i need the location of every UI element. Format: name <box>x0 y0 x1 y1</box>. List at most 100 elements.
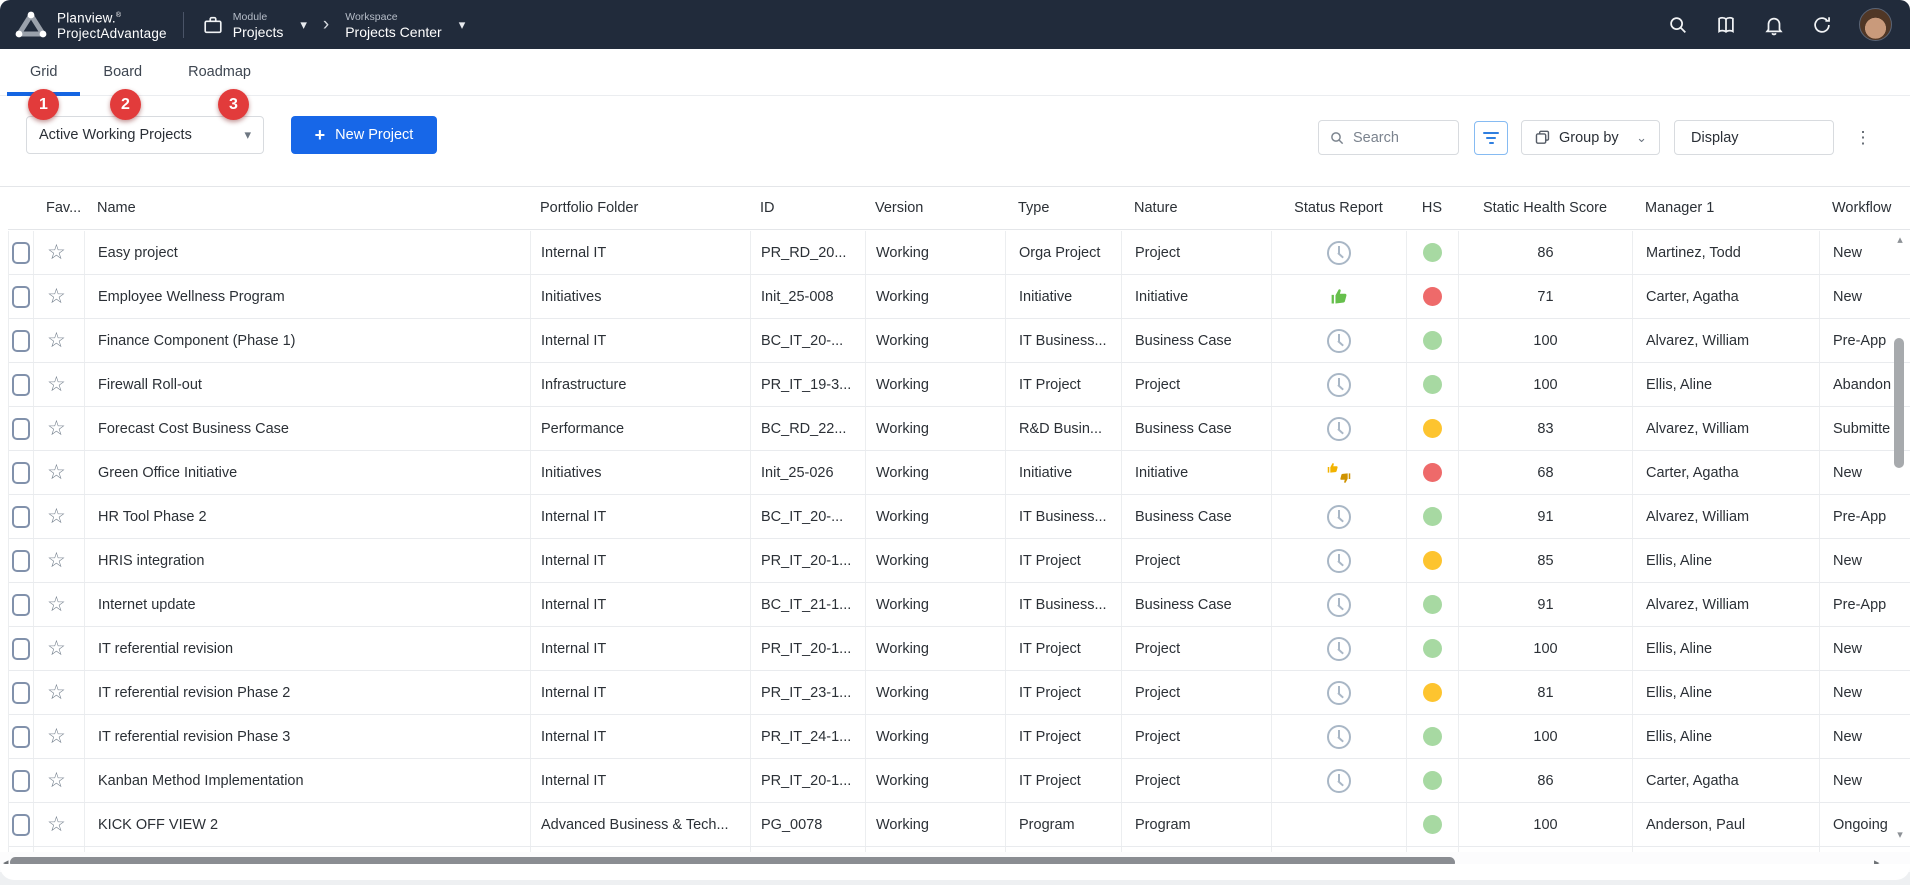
table-row[interactable]: ☆ IT referential revision Internal IT PR… <box>9 627 1910 671</box>
display-button[interactable]: Display <box>1674 120 1834 155</box>
row-checkbox[interactable] <box>12 373 30 396</box>
favorite-star-icon[interactable]: ☆ <box>47 549 66 572</box>
row-checkbox[interactable] <box>12 681 30 704</box>
project-name-link[interactable]: Internet update <box>85 583 531 626</box>
favorite-star-icon[interactable]: ☆ <box>47 637 66 660</box>
project-name-link[interactable]: KICK OFF VIEW 2 <box>85 803 531 846</box>
status-report-cell <box>1272 231 1407 274</box>
favorite-star-icon[interactable]: ☆ <box>47 417 66 440</box>
row-checkbox[interactable] <box>12 417 30 440</box>
table-row[interactable]: ☆ HRIS integration Internal IT PR_IT_20-… <box>9 539 1910 583</box>
table-row[interactable]: ☆ Finance Component (Phase 1) Internal I… <box>9 319 1910 363</box>
user-avatar[interactable] <box>1859 8 1892 41</box>
project-name-link[interactable]: Easy project <box>85 231 531 274</box>
planview-logo[interactable]: Planview.® ProjectAdvantage <box>0 8 167 41</box>
row-checkbox[interactable] <box>12 505 30 528</box>
project-name-link[interactable]: IT referential revision Phase 3 <box>85 715 531 758</box>
table-row[interactable]: ☆ Forecast Cost Business Case Performanc… <box>9 407 1910 451</box>
project-name-link[interactable]: Employee Wellness Program <box>85 275 531 318</box>
help-book-icon[interactable] <box>1715 14 1737 36</box>
favorite-star-icon[interactable]: ☆ <box>47 725 66 748</box>
static-health-score-cell: 100 <box>1459 627 1633 670</box>
group-by-button[interactable]: Group by ⌄ <box>1521 120 1660 155</box>
project-name-link[interactable]: IT referential revision <box>85 627 531 670</box>
project-name-link[interactable]: Green Office Initiative <box>85 451 531 494</box>
favorite-star-icon[interactable]: ☆ <box>47 593 66 616</box>
column-header-nature[interactable]: Nature <box>1134 200 1178 216</box>
table-row[interactable]: ☆ Employee Wellness Program Initiatives … <box>9 275 1910 319</box>
view-filter-select[interactable]: Active Working Projects ▾ <box>26 116 264 154</box>
table-row[interactable]: ☆ Easy project Internal IT PR_RD_20... W… <box>9 231 1910 275</box>
vertical-scroll-down-arrow[interactable]: ▾ <box>1897 829 1903 841</box>
project-name-link[interactable]: Kanban Method Implementation <box>85 759 531 802</box>
module-selector[interactable]: Module Projects ▾ <box>202 11 307 39</box>
table-row[interactable] <box>9 847 1910 854</box>
horizontal-scrollbar[interactable] <box>10 856 1455 868</box>
project-name-link[interactable]: HRIS integration <box>85 539 531 582</box>
column-header-manager-1[interactable]: Manager 1 <box>1645 200 1715 216</box>
table-row[interactable]: ☆ IT referential revision Phase 3 Intern… <box>9 715 1910 759</box>
favorite-star-icon[interactable]: ☆ <box>47 681 66 704</box>
favorite-star-icon[interactable]: ☆ <box>47 285 66 308</box>
favorite-star-icon[interactable]: ☆ <box>47 241 66 264</box>
filter-button[interactable] <box>1474 121 1508 155</box>
row-checkbox[interactable] <box>12 241 30 264</box>
row-checkbox[interactable] <box>12 769 30 792</box>
notifications-bell-icon[interactable] <box>1763 14 1785 36</box>
refresh-icon[interactable] <box>1811 14 1833 36</box>
column-header-workflow[interactable]: Workflow <box>1832 200 1892 216</box>
table-row[interactable]: ☆ KICK OFF VIEW 2 Advanced Business & Te… <box>9 803 1910 847</box>
search-icon[interactable] <box>1667 14 1689 36</box>
new-project-button[interactable]: + New Project <box>291 116 437 154</box>
row-checkbox[interactable] <box>12 549 30 572</box>
search-input[interactable] <box>1353 129 1443 146</box>
type-cell: IT Project <box>1006 539 1122 582</box>
project-name-link[interactable]: Finance Component (Phase 1) <box>85 319 531 362</box>
column-header-static-health-score[interactable]: Static Health Score <box>1482 200 1608 216</box>
table-row[interactable]: ☆ Green Office Initiative Initiatives In… <box>9 451 1910 495</box>
column-header-favorite[interactable]: Fav... <box>46 200 82 216</box>
row-checkbox[interactable] <box>12 329 30 352</box>
table-row[interactable]: ☆ Internet update Internal IT BC_IT_21-1… <box>9 583 1910 627</box>
table-row[interactable]: ☆ Firewall Roll-out Infrastructure PR_IT… <box>9 363 1910 407</box>
vertical-scroll-up-arrow[interactable]: ▴ <box>1897 234 1903 246</box>
column-header-portfolio-folder[interactable]: Portfolio Folder <box>540 200 639 216</box>
table-row[interactable]: ☆ HR Tool Phase 2 Internal IT BC_IT_20-.… <box>9 495 1910 539</box>
column-header-status-report[interactable]: Status Report <box>1294 200 1383 216</box>
favorite-star-icon[interactable]: ☆ <box>47 373 66 396</box>
horizontal-scroll-right-arrow[interactable]: ▸ <box>1874 856 1880 869</box>
row-checkbox[interactable] <box>12 593 30 616</box>
more-options-button[interactable]: ⋮ <box>1854 127 1872 147</box>
favorite-star-icon[interactable]: ☆ <box>47 769 66 792</box>
column-header-hs[interactable]: HS <box>1421 200 1443 216</box>
table-row[interactable]: ☆ IT referential revision Phase 2 Intern… <box>9 671 1910 715</box>
column-header-select[interactable] <box>8 187 33 229</box>
table-row[interactable]: ☆ Kanban Method Implementation Internal … <box>9 759 1910 803</box>
row-checkbox[interactable] <box>12 813 30 836</box>
horizontal-scroll-left-arrow[interactable]: ◂ <box>3 856 9 869</box>
vertical-scrollbar[interactable] <box>1894 338 1904 468</box>
favorite-star-icon[interactable]: ☆ <box>47 329 66 352</box>
favorite-star-icon[interactable]: ☆ <box>47 461 66 484</box>
project-name-link[interactable]: IT referential revision Phase 2 <box>85 671 531 714</box>
module-caret-icon[interactable]: ▾ <box>300 16 307 32</box>
tab-roadmap[interactable]: Roadmap <box>188 64 251 80</box>
column-header-version[interactable]: Version <box>875 200 924 216</box>
row-checkbox[interactable] <box>12 637 30 660</box>
workspace-selector[interactable]: Workspace Projects Center ▾ <box>345 11 465 39</box>
column-header-type[interactable]: Type <box>1018 200 1050 216</box>
favorite-star-icon[interactable]: ☆ <box>47 813 66 836</box>
favorite-cell: ☆ <box>34 759 85 802</box>
column-header-name[interactable]: Name <box>97 200 136 216</box>
project-name-link[interactable]: HR Tool Phase 2 <box>85 495 531 538</box>
workspace-caret-icon[interactable]: ▾ <box>458 16 466 32</box>
row-checkbox[interactable] <box>12 461 30 484</box>
row-checkbox[interactable] <box>12 725 30 748</box>
column-header-id[interactable]: ID <box>760 200 775 216</box>
tab-board[interactable]: Board <box>103 64 143 80</box>
favorite-star-icon[interactable]: ☆ <box>47 505 66 528</box>
row-checkbox[interactable] <box>12 285 30 308</box>
search-field[interactable] <box>1318 120 1459 155</box>
project-name-link[interactable]: Firewall Roll-out <box>85 363 531 406</box>
project-name-link[interactable]: Forecast Cost Business Case <box>85 407 531 450</box>
